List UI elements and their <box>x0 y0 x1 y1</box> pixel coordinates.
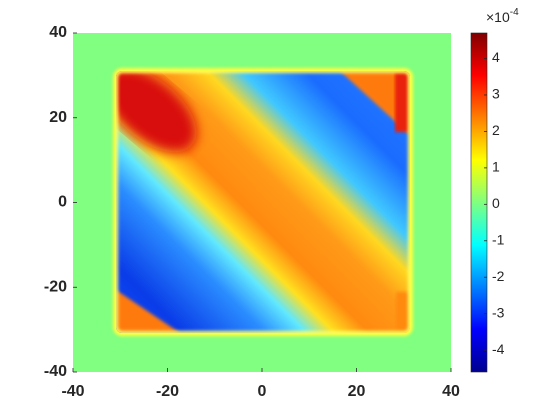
x-tick-label: 40 <box>442 383 460 400</box>
colorbar: -4 -3 -2 -1 0 1 2 3 4 <box>470 32 505 373</box>
x-tick-label: -40 <box>61 383 84 400</box>
y-tick-label: -20 <box>44 278 67 295</box>
y-tick-label: 0 <box>58 194 67 211</box>
y-tick-label: -40 <box>44 363 67 380</box>
corner-region <box>396 292 409 332</box>
x-tick-label: 0 <box>258 383 267 400</box>
y-tick-label: 40 <box>49 24 67 41</box>
hot-region <box>116 71 197 153</box>
x-tick-label: 20 <box>348 383 366 400</box>
multiplier-base: ×10 <box>486 9 510 25</box>
colorbar-tick-label: 3 <box>492 86 500 102</box>
x-tick-label: -20 <box>156 383 179 400</box>
field <box>73 33 451 372</box>
colorbar-tick-label: -4 <box>492 341 505 357</box>
colorbar-tick-label: 1 <box>492 159 500 175</box>
colorbar-tick-label: -2 <box>492 268 505 284</box>
corner-region <box>116 290 180 333</box>
colorbar-tick-label: 2 <box>492 122 500 138</box>
colorbar-scale <box>470 32 488 373</box>
colorbar-tick-label: -1 <box>492 231 505 247</box>
y-tick-label: 20 <box>49 109 67 126</box>
colorbar-tick-label: 4 <box>492 49 500 65</box>
colorbar-tick-label: 0 <box>492 195 500 211</box>
corner-region <box>395 72 409 132</box>
multiplier-exponent: -4 <box>510 7 519 18</box>
colorbar-multiplier: ×10-4 <box>486 7 519 25</box>
corner-region <box>340 71 410 135</box>
colorbar-tick-label: -3 <box>492 304 505 320</box>
